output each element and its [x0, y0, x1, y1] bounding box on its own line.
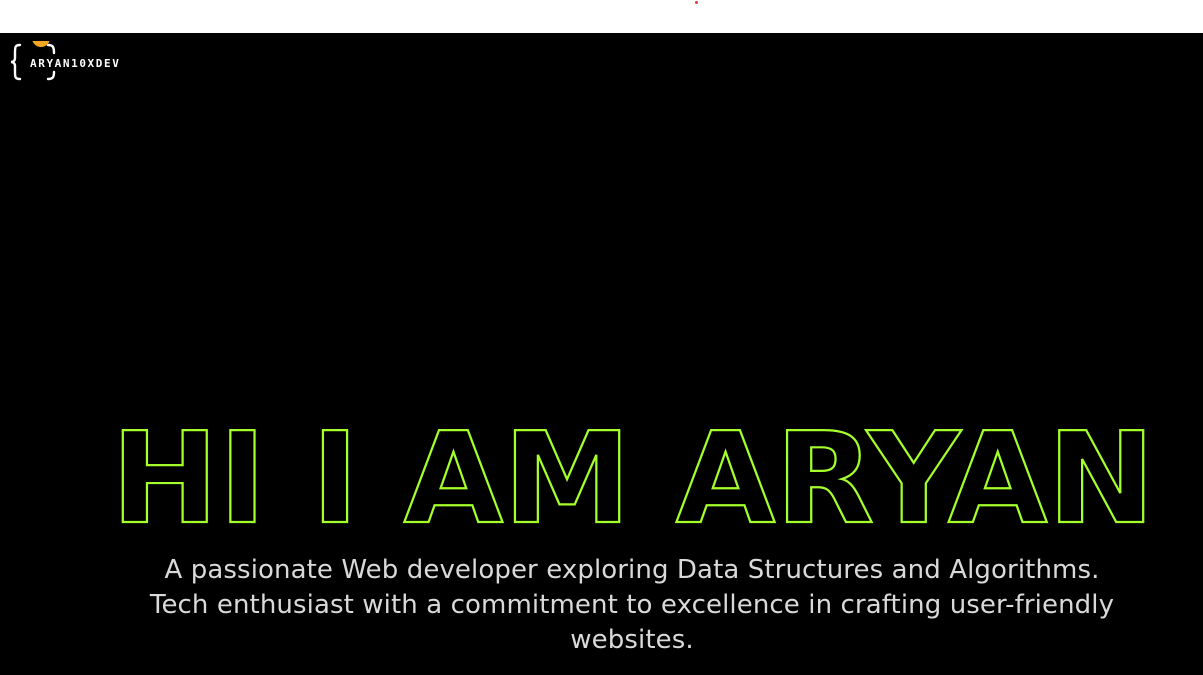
- indicator-dot: [695, 1, 698, 4]
- hero-description: A passionate Web developer exploring Dat…: [149, 555, 1115, 655]
- hero-section: ARYAN10XDEV HI I AM ARYAN A passionate W…: [0, 33, 1203, 675]
- hero-title-text: HI I AM ARYAN: [111, 405, 1155, 543]
- hero-title: HI I AM ARYAN: [0, 403, 1203, 543]
- browser-top-bar: [0, 0, 1203, 33]
- logo-accent-dot: [32, 41, 50, 47]
- logo-brace-icon: [10, 41, 56, 81]
- brand-name: ARYAN10XDEV: [30, 57, 121, 70]
- site-logo[interactable]: ARYAN10XDEV: [8, 41, 119, 83]
